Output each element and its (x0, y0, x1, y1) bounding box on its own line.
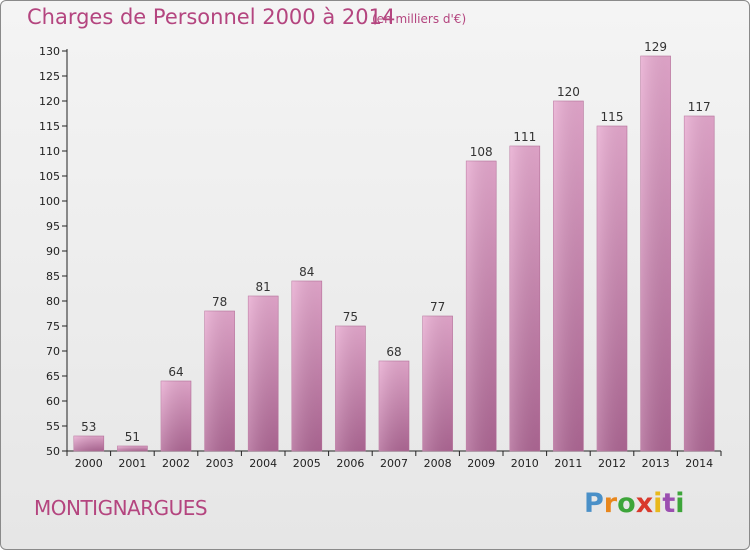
y-tick-label: 90 (46, 245, 60, 258)
y-tick-label: 65 (46, 370, 60, 383)
data-label-2010: 111 (513, 130, 536, 144)
bar-highlight (117, 446, 148, 451)
data-label-2003: 78 (212, 295, 227, 309)
bar-highlight (204, 311, 235, 451)
bar-highlight (248, 296, 279, 451)
data-label-2012: 115 (601, 110, 624, 124)
data-label-2001: 51 (125, 430, 140, 444)
data-label-2011: 120 (557, 85, 580, 99)
proxiti-logo[interactable]: Proxiti (584, 488, 685, 519)
y-tick-label: 50 (46, 445, 60, 458)
data-label-2014: 117 (688, 100, 711, 114)
y-tick-label: 120 (39, 95, 60, 108)
y-tick-label: 85 (46, 270, 60, 283)
commune-name: MONTIGNARGUES (34, 496, 208, 520)
x-tick-label-2012: 2012 (598, 457, 626, 470)
data-label-2013: 129 (644, 40, 667, 54)
bar-highlight (553, 101, 584, 451)
x-tick-label-2009: 2009 (467, 457, 495, 470)
x-tick-label-2005: 2005 (293, 457, 321, 470)
bar-highlight (684, 116, 715, 451)
data-label-2008: 77 (430, 300, 445, 314)
bar-highlight (291, 281, 322, 451)
x-tick-label-2000: 2000 (75, 457, 103, 470)
x-tick-label-2007: 2007 (380, 457, 408, 470)
bar-highlight (509, 146, 540, 451)
x-tick-label-2003: 2003 (206, 457, 234, 470)
x-tick-label-2010: 2010 (511, 457, 539, 470)
x-tick-label-2001: 2001 (118, 457, 146, 470)
y-tick-label: 55 (46, 420, 60, 433)
data-label-2009: 108 (470, 145, 493, 159)
x-tick-label-2013: 2013 (642, 457, 670, 470)
y-tick-label: 115 (39, 120, 60, 133)
chart-unit: (en milliers d'€) (372, 12, 467, 26)
x-tick-label-2006: 2006 (336, 457, 364, 470)
bar-highlight (335, 326, 366, 451)
data-label-2000: 53 (81, 420, 96, 434)
bar-highlight (73, 436, 104, 451)
y-tick-label: 125 (39, 70, 60, 83)
y-tick-label: 60 (46, 395, 60, 408)
bar-highlight (466, 161, 497, 451)
x-tick-label-2004: 2004 (249, 457, 277, 470)
y-tick-label: 80 (46, 295, 60, 308)
bar-highlight (422, 316, 453, 451)
y-tick-label: 130 (39, 45, 60, 58)
x-tick-label-2011: 2011 (554, 457, 582, 470)
y-tick-label: 105 (39, 170, 60, 183)
y-tick-label: 110 (39, 145, 60, 158)
data-label-2006: 75 (343, 310, 358, 324)
data-label-2007: 68 (386, 345, 401, 359)
data-label-2005: 84 (299, 265, 314, 279)
bar-highlight (379, 361, 409, 451)
chart-title: Charges de Personnel 2000 à 2014 (27, 5, 396, 29)
bar-highlight (640, 56, 671, 451)
x-tick-label-2002: 2002 (162, 457, 190, 470)
data-label-2004: 81 (256, 280, 271, 294)
y-tick-label: 70 (46, 345, 60, 358)
y-tick-label: 75 (46, 320, 60, 333)
x-tick-label-2014: 2014 (685, 457, 713, 470)
y-tick-label: 95 (46, 220, 60, 233)
data-label-2002: 64 (168, 365, 183, 379)
bar-highlight (161, 381, 191, 451)
y-tick-label: 100 (39, 195, 60, 208)
bar-highlight (597, 126, 627, 451)
x-tick-label-2008: 2008 (424, 457, 452, 470)
